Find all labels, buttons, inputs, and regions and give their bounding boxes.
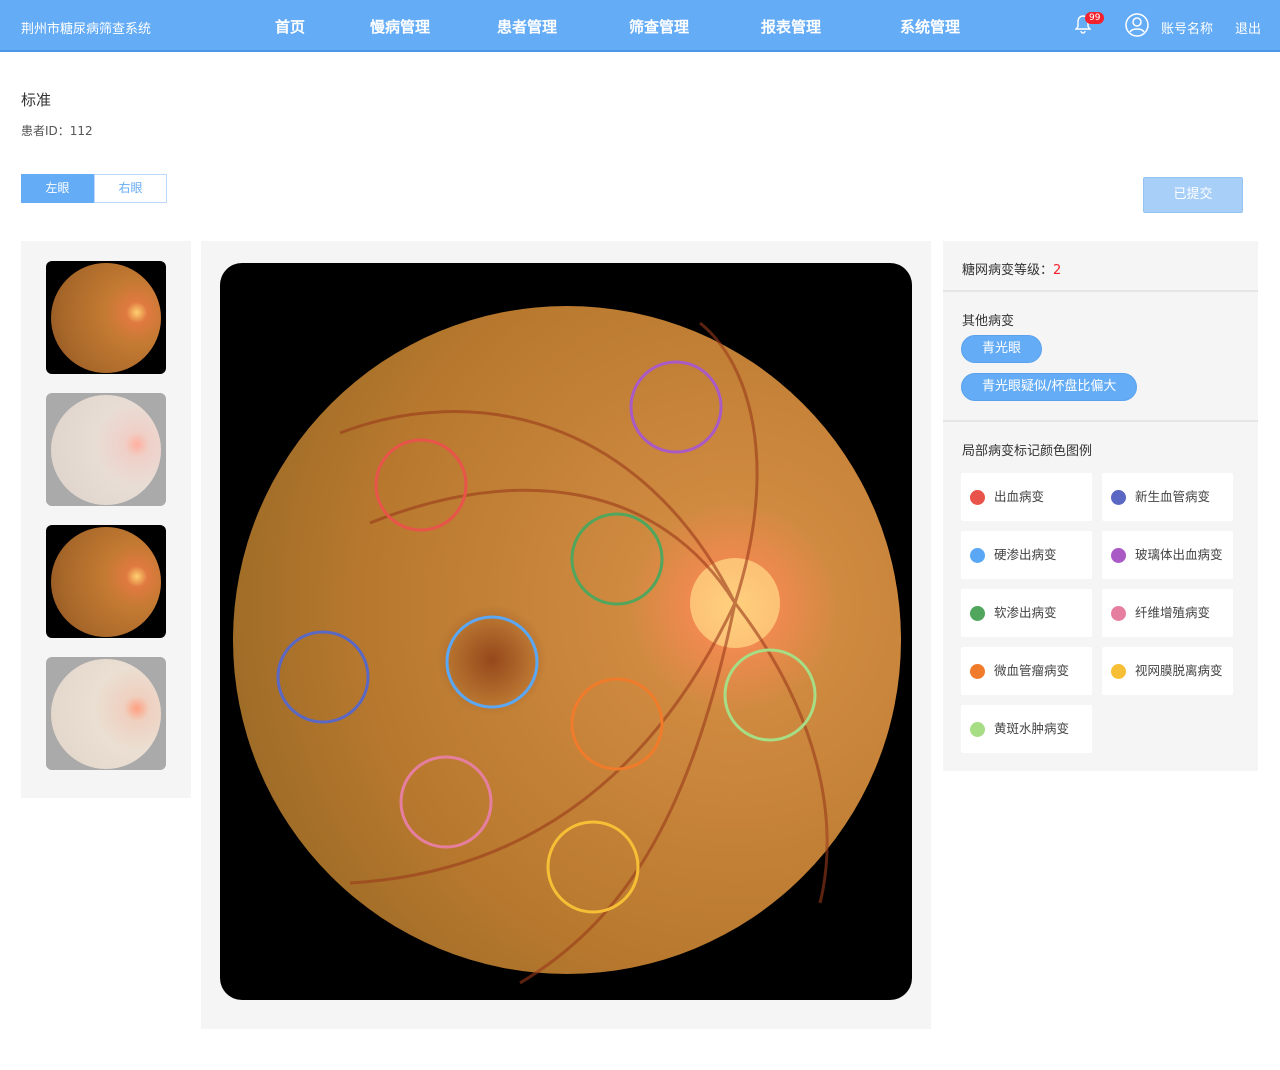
nav-home[interactable]: 首页	[274, 18, 306, 36]
lesion-marker[interactable]	[374, 438, 468, 532]
legend-item: 黄斑水肿病变	[961, 705, 1092, 753]
lesion-marker[interactable]	[546, 820, 640, 914]
color-dot-icon	[970, 664, 985, 679]
tab-right-eye[interactable]: 右眼	[94, 174, 167, 203]
color-dot-icon	[1111, 606, 1126, 621]
nav-screening[interactable]: 筛查管理	[628, 18, 690, 36]
divider	[943, 290, 1258, 292]
color-dot-icon	[970, 606, 985, 621]
submitted-button[interactable]: 已提交	[1143, 177, 1243, 213]
tag-glaucoma[interactable]: 青光眼	[961, 335, 1043, 363]
lesion-marker[interactable]	[723, 648, 817, 742]
top-nav-bar: 荆州市糖尿病筛查系统 首页 慢病管理 患者管理 筛查管理 报表管理 系统管理 9…	[0, 0, 1280, 52]
color-dot-icon	[1111, 548, 1126, 563]
thumbnail-2[interactable]	[46, 393, 166, 506]
nav-reports[interactable]: 报表管理	[760, 18, 822, 36]
legend-item: 视网膜脱离病变	[1102, 647, 1233, 695]
tab-left-eye[interactable]: 左眼	[21, 174, 94, 203]
nav-system[interactable]: 系统管理	[899, 18, 961, 36]
legend-item: 玻璃体出血病变	[1102, 531, 1233, 579]
legend-item: 硬渗出病变	[961, 531, 1092, 579]
eye-tabs: 左眼 右眼	[21, 174, 167, 203]
legend-label: 黄斑水肿病变	[994, 721, 1070, 736]
fundus-disc	[233, 306, 901, 974]
user-icon[interactable]	[1125, 13, 1149, 37]
fundus-image[interactable]	[220, 263, 912, 1000]
thumbnail-1[interactable]	[46, 261, 166, 374]
legend-item: 软渗出病变	[961, 589, 1092, 637]
thumbnail-3[interactable]	[46, 525, 166, 638]
thumbnail-list	[21, 241, 191, 798]
diagnosis-panel: 糖网病变等级：2 其他病变 青光眼 青光眼疑似/杯盘比偏大 局部病变标记颜色图例…	[943, 241, 1258, 771]
lesion-marker[interactable]	[399, 755, 493, 849]
nav-patients[interactable]: 患者管理	[496, 18, 558, 36]
logout-link[interactable]: 退出	[1235, 22, 1262, 37]
tag-glaucoma-suspect[interactable]: 青光眼疑似/杯盘比偏大	[961, 373, 1138, 401]
color-dot-icon	[970, 490, 985, 505]
nav-chronic[interactable]: 慢病管理	[369, 18, 431, 36]
legend-label: 视网膜脱离病变	[1135, 663, 1223, 678]
legend-label: 出血病变	[994, 489, 1045, 504]
legend-item: 新生血管病变	[1102, 473, 1233, 521]
thumbnail-4[interactable]	[46, 657, 166, 770]
color-dot-icon	[970, 548, 985, 563]
divider	[943, 420, 1258, 422]
legend-label: 硬渗出病变	[994, 547, 1057, 562]
patient-id: 患者ID：112	[21, 124, 93, 138]
legend-title: 局部病变标记颜色图例	[962, 444, 1093, 459]
lesion-marker[interactable]	[445, 615, 539, 709]
color-dot-icon	[1111, 664, 1126, 679]
lesion-marker[interactable]	[570, 677, 664, 771]
lesion-marker[interactable]	[629, 360, 723, 454]
notification-badge: 99	[1085, 12, 1105, 24]
lesion-marker[interactable]	[276, 630, 370, 724]
legend-label: 软渗出病变	[994, 605, 1057, 620]
color-dot-icon	[1111, 490, 1126, 505]
page-title: 标准	[21, 91, 52, 109]
legend-label: 微血管瘤病变	[994, 663, 1070, 678]
legend-item: 纤维增殖病变	[1102, 589, 1233, 637]
lesion-marker[interactable]	[570, 512, 664, 606]
fundus-viewer	[201, 241, 931, 1029]
legend-label: 纤维增殖病变	[1135, 605, 1211, 620]
dr-grade: 糖网病变等级：2	[962, 263, 1062, 278]
legend-item: 微血管瘤病变	[961, 647, 1092, 695]
legend-label: 玻璃体出血病变	[1135, 547, 1223, 562]
account-name[interactable]: 账号名称	[1161, 22, 1214, 37]
app-title: 荆州市糖尿病筛查系统	[21, 22, 152, 37]
color-dot-icon	[970, 722, 985, 737]
other-lesions-label: 其他病变	[962, 314, 1015, 329]
legend-item: 出血病变	[961, 473, 1092, 521]
legend-label: 新生血管病变	[1135, 489, 1211, 504]
